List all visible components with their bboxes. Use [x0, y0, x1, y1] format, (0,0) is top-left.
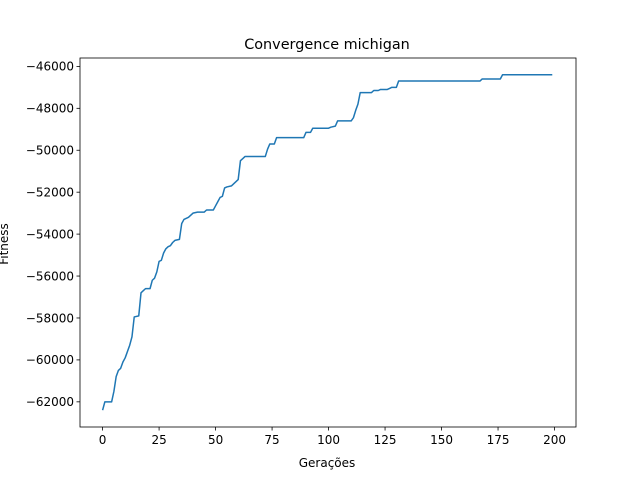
x-tick-label: 25 [151, 433, 166, 447]
y-tick-label: −62000 [26, 395, 74, 409]
y-tick-label: −46000 [26, 60, 74, 74]
x-tick-label: 50 [208, 433, 223, 447]
y-tick-label: −58000 [26, 311, 74, 325]
x-tick-label: 125 [374, 433, 397, 447]
axes-frame [79, 57, 577, 428]
y-tick-label: −50000 [26, 144, 74, 158]
y-tick-label: −52000 [26, 185, 74, 199]
x-tick-label: 100 [317, 433, 340, 447]
y-tick-label: −56000 [26, 269, 74, 283]
x-tick-label: 0 [99, 433, 107, 447]
y-axis-title: Fitness [0, 223, 11, 265]
plot-area [101, 74, 553, 411]
y-tick-label: −60000 [26, 353, 74, 367]
y-tick-label: −54000 [26, 227, 74, 241]
x-tick-label: 200 [543, 433, 566, 447]
chart-title: Convergence michigan [244, 37, 410, 53]
x-tick-label: 150 [430, 433, 453, 447]
series-line-0 [101, 74, 553, 411]
x-axis-ticks: 0 25 50 75 100 125 150 175 200 [99, 427, 566, 447]
x-axis-title: Gerações [299, 456, 356, 470]
x-tick-label: 175 [487, 433, 510, 447]
x-tick-label: 75 [264, 433, 279, 447]
y-axis-ticks: −62000 −60000 −58000 −56000 −54000 −52000 −500… [26, 60, 80, 409]
y-tick-label: −48000 [26, 102, 74, 116]
